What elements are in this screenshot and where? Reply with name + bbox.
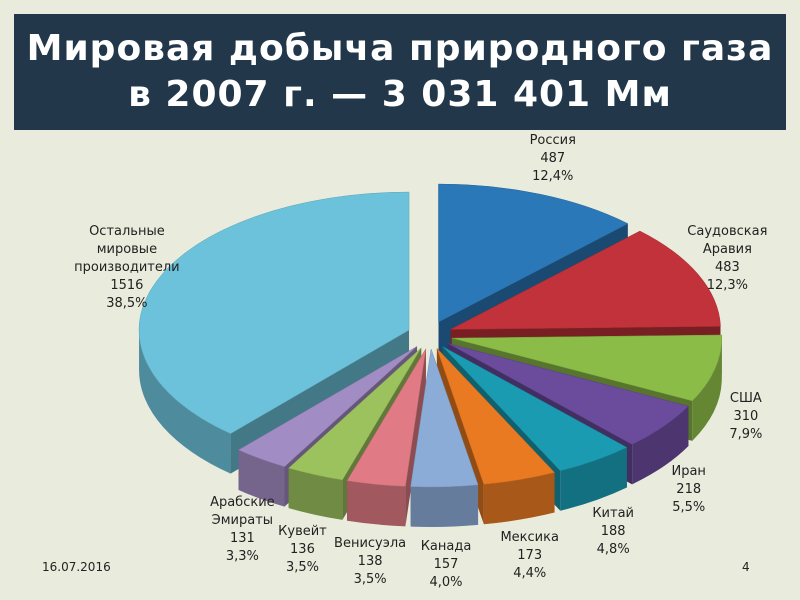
slice-side [288, 468, 343, 520]
value-label: 1516 [110, 277, 144, 293]
value-label: 483 [714, 260, 740, 276]
value-label: 173 [517, 548, 543, 564]
category-label: Венисуэла [334, 536, 407, 552]
value-label: 136 [290, 542, 315, 558]
value-label: 138 [357, 554, 383, 570]
share-label: 3,5% [353, 572, 387, 588]
share-label: 4,4% [513, 566, 547, 582]
header: Мировая добыча природного газа в 2007 г.… [14, 14, 786, 130]
data-label: США 310 7,9% [684, 390, 800, 444]
title-line: в 2007 г. — 3 031 401 Мм [128, 74, 672, 115]
category-label: Канада [420, 539, 472, 555]
slice-side [632, 406, 689, 485]
share-label: 3,5% [285, 560, 319, 576]
data-label: Саудовская Аравия 483 12,3% [665, 223, 789, 295]
category-label: Мексика [500, 530, 559, 546]
share-label: 12,4% [532, 168, 574, 184]
date: 16.07.2016 [42, 560, 111, 574]
data-label: Китай 188 4,8% [551, 505, 675, 559]
slice-side [347, 480, 406, 527]
slice [238, 346, 418, 467]
data-label: Остальные мировые производители 1516 38,5% [65, 223, 189, 313]
slice [451, 334, 723, 402]
slice-side [410, 484, 479, 527]
category-label: Иран [671, 463, 706, 479]
category-label: Китай [592, 506, 634, 522]
share-label: 3,3% [225, 549, 259, 565]
slice [346, 348, 427, 487]
slice [442, 346, 628, 472]
value-label: 131 [229, 531, 255, 547]
title-line: Мировая добыча природного газа [26, 28, 774, 69]
slice-side [139, 330, 231, 474]
category-label: США [729, 391, 762, 407]
slice [438, 183, 629, 323]
slice-side [238, 449, 285, 507]
category-label: Россия [529, 132, 576, 148]
slice-side [483, 472, 555, 525]
data-label: Арабские Эмираты 131 3,3% [180, 494, 304, 566]
category-label: Остальные мировые производители [74, 223, 180, 275]
page-number: 4 [742, 560, 750, 574]
value-label: 157 [433, 557, 459, 573]
share-label: 12,3% [706, 278, 749, 294]
slice-side [692, 338, 722, 441]
category-label: Кувейт [278, 524, 327, 540]
slice-side [560, 447, 627, 511]
data-label: Мексика 173 4,4% [468, 529, 592, 583]
share-label: 38,5% [106, 295, 148, 311]
category-label: Саудовская Аравия [687, 224, 768, 258]
slice [450, 230, 721, 330]
share-label: 4,8% [596, 542, 630, 558]
value-label: 218 [676, 481, 702, 497]
slice [288, 347, 422, 481]
category-label: Арабские Эмираты [210, 495, 275, 529]
data-label: Кувейт 136 3,5% [240, 523, 364, 577]
data-label: Иран 218 5,5% [627, 463, 751, 517]
slice [436, 348, 556, 485]
value-label: 188 [600, 524, 626, 540]
data-label: Венисуэла 138 3,5% [308, 535, 432, 589]
data-label: Канада 157 4,0% [384, 538, 508, 592]
value-label: 487 [540, 150, 566, 166]
share-label: 7,9% [729, 427, 763, 443]
share-label: 4,0% [429, 575, 463, 591]
slice [138, 191, 410, 434]
slice [410, 348, 479, 488]
slice [447, 343, 689, 445]
share-label: 5,5% [672, 499, 706, 515]
data-label: Россия 487 12,4% [491, 132, 615, 186]
value-label: 310 [733, 409, 759, 425]
